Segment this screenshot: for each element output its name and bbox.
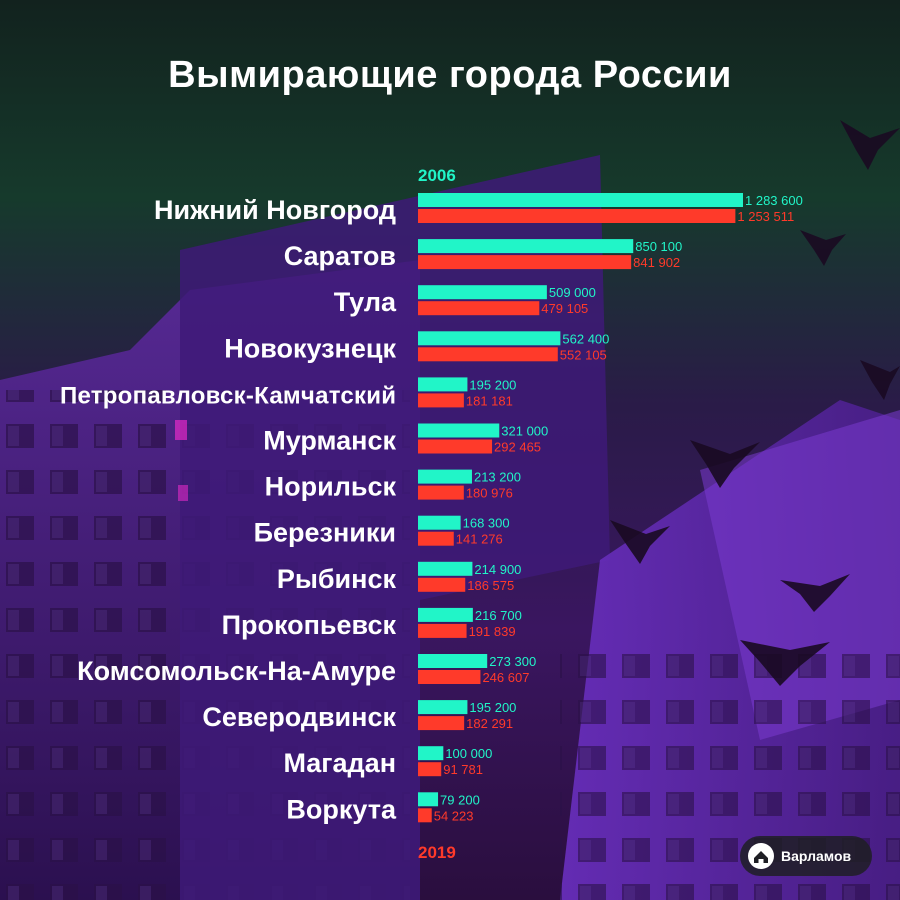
value-label-2006: 79 200 bbox=[440, 792, 480, 807]
category-label: Петропавловск-Камчатский bbox=[60, 382, 396, 409]
value-label-2006: 273 300 bbox=[489, 654, 536, 669]
bar-2006 bbox=[418, 515, 461, 530]
category-label: Нижний Новгород bbox=[154, 195, 396, 225]
category-label: Прокопьевск bbox=[222, 610, 397, 640]
category-label: Березники bbox=[254, 518, 396, 548]
value-label-2019: 479 105 bbox=[541, 301, 588, 316]
value-label-2019: 292 465 bbox=[494, 440, 541, 455]
value-label-2019: 180 976 bbox=[466, 486, 513, 501]
value-label-2019: 186 575 bbox=[467, 578, 514, 593]
bar-2019 bbox=[418, 623, 467, 638]
value-label-2019: 552 105 bbox=[560, 347, 607, 362]
value-label-2006: 100 000 bbox=[445, 746, 492, 761]
value-label-2019: 246 607 bbox=[482, 670, 529, 685]
category-label: Тула bbox=[334, 287, 397, 317]
bar-2019 bbox=[418, 255, 632, 270]
value-label-2006: 562 400 bbox=[562, 331, 609, 346]
bar-2006 bbox=[418, 700, 468, 715]
bar-2019 bbox=[418, 439, 493, 454]
value-label-2019: 54 223 bbox=[434, 808, 474, 823]
value-label-2019: 141 276 bbox=[456, 532, 503, 547]
value-label-2006: 216 700 bbox=[475, 608, 522, 623]
value-label-2006: 321 000 bbox=[501, 424, 548, 439]
value-label-2006: 214 900 bbox=[474, 562, 521, 577]
value-label-2006: 850 100 bbox=[635, 239, 682, 254]
bar-2006 bbox=[418, 331, 561, 346]
category-label: Саратов bbox=[284, 241, 396, 271]
category-label: Комсомольск-На-Амуре bbox=[77, 656, 396, 686]
category-label: Норильск bbox=[265, 472, 397, 502]
category-label: Рыбинск bbox=[277, 564, 397, 594]
bar-2006 bbox=[418, 746, 444, 761]
bar-2019 bbox=[418, 347, 558, 362]
value-label-2019: 91 781 bbox=[443, 762, 483, 777]
birds-icon bbox=[610, 120, 900, 686]
bar-2006 bbox=[418, 792, 439, 807]
category-label: Новокузнецк bbox=[224, 333, 396, 363]
category-label: Мурманск bbox=[263, 426, 396, 456]
value-label-2006: 509 000 bbox=[549, 285, 596, 300]
bar-2019 bbox=[418, 716, 465, 731]
bar-2019 bbox=[418, 762, 442, 777]
value-label-2019: 191 839 bbox=[469, 624, 516, 639]
bar-2006 bbox=[418, 423, 500, 438]
bar-2019 bbox=[418, 209, 736, 223]
value-label-2006: 195 200 bbox=[469, 700, 516, 715]
value-label-2006: 168 300 bbox=[463, 516, 510, 531]
bar-2019 bbox=[418, 577, 466, 592]
bar-2019 bbox=[418, 531, 454, 546]
value-label-2019: 841 902 bbox=[633, 255, 680, 270]
value-label-2006: 195 200 bbox=[469, 377, 516, 392]
legend-label-2019: 2019 bbox=[418, 843, 456, 862]
brand-badge[interactable]: Варламов bbox=[740, 836, 872, 876]
value-label-2006: 213 200 bbox=[474, 470, 521, 485]
bar-2006 bbox=[418, 469, 472, 484]
legend-label-2006: 2006 bbox=[418, 166, 456, 185]
bar-2019 bbox=[418, 670, 481, 684]
value-label-2019: 181 181 bbox=[466, 393, 513, 408]
bar-2006 bbox=[418, 377, 468, 392]
value-label-2019: 1 253 511 bbox=[737, 209, 794, 224]
value-label-2019: 182 291 bbox=[466, 716, 513, 731]
category-label: Магадан bbox=[283, 748, 396, 778]
value-label-2006: 1 283 600 bbox=[745, 193, 803, 208]
bar-2006 bbox=[418, 607, 473, 622]
bar-2019 bbox=[418, 485, 464, 500]
bar-2006 bbox=[418, 239, 634, 254]
bar-2006 bbox=[418, 193, 743, 207]
bar-2006 bbox=[418, 561, 473, 576]
chart-title: Вымирающие города России bbox=[168, 54, 732, 96]
house-logo-icon bbox=[748, 843, 774, 869]
bar-2006 bbox=[418, 285, 547, 300]
bar-2019 bbox=[418, 808, 432, 823]
bar-2019 bbox=[418, 393, 464, 408]
category-label: Северодвинск bbox=[202, 702, 396, 732]
bar-2019 bbox=[418, 301, 540, 316]
brand-name: Варламов bbox=[781, 848, 852, 864]
category-label: Воркута bbox=[286, 794, 397, 824]
bar-2006 bbox=[418, 654, 488, 668]
